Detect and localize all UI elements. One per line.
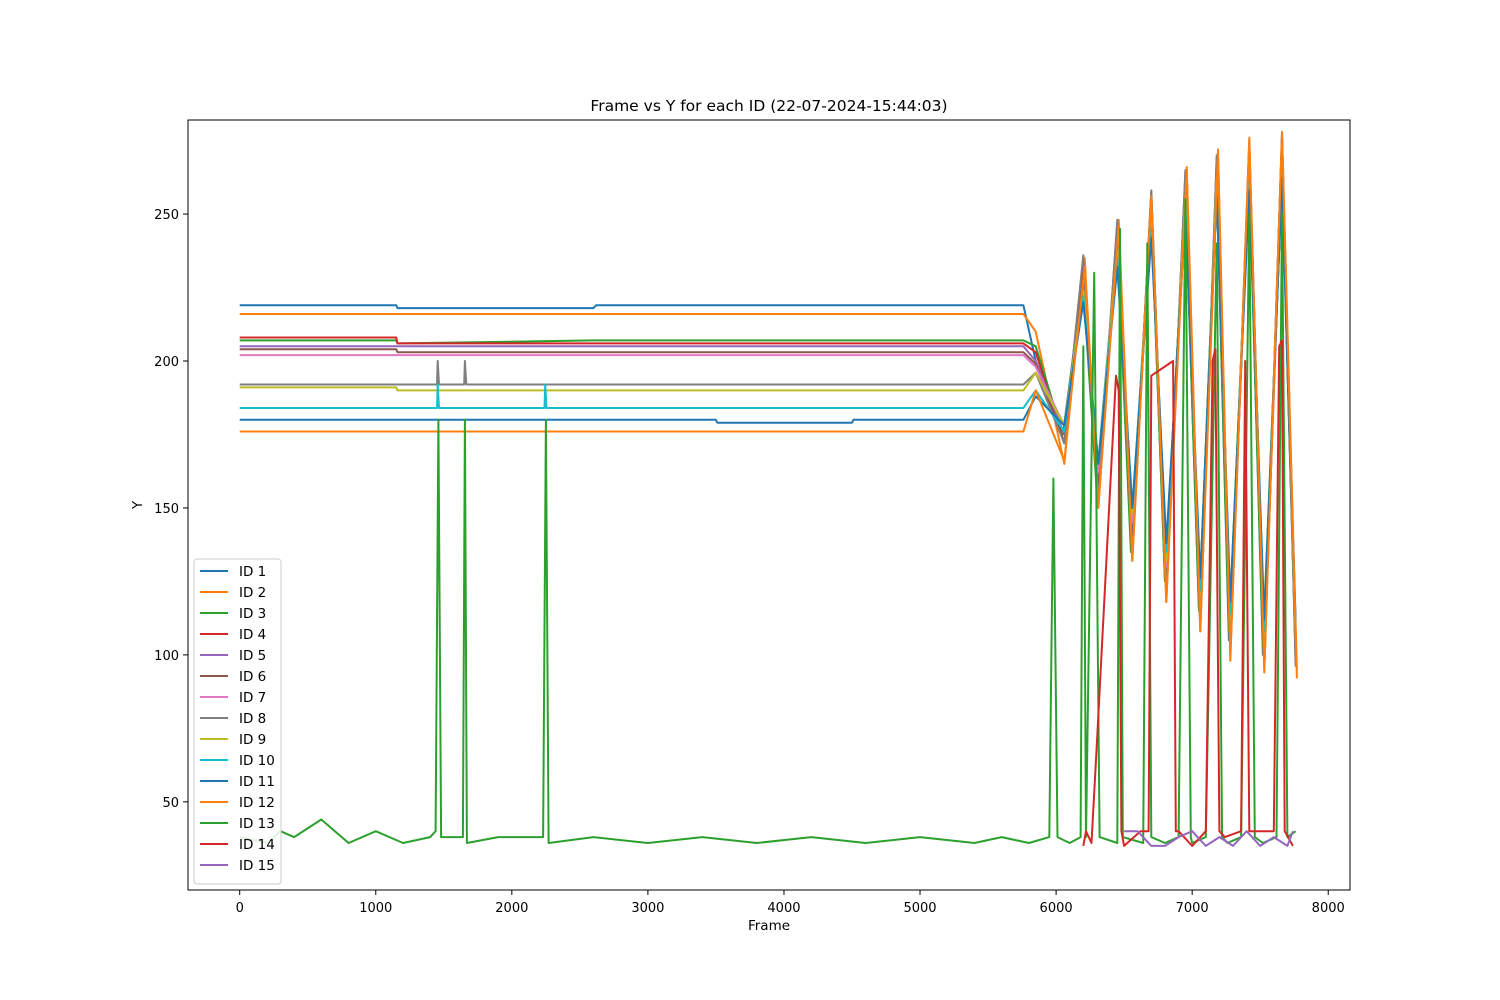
x-tick-label: 3000 bbox=[631, 901, 664, 916]
legend-label: ID 11 bbox=[239, 774, 275, 790]
x-axis-label: Frame bbox=[748, 918, 790, 934]
legend-label: ID 7 bbox=[239, 690, 266, 706]
x-tick-label: 5000 bbox=[903, 901, 936, 916]
legend-label: ID 10 bbox=[239, 753, 275, 769]
legend-label: ID 4 bbox=[239, 627, 266, 643]
x-tick-label: 4000 bbox=[767, 901, 800, 916]
legend-label: ID 8 bbox=[239, 711, 266, 727]
series-layer bbox=[239, 130, 1298, 847]
y-tick-label: 50 bbox=[162, 796, 179, 811]
x-tick-label: 8000 bbox=[1312, 901, 1345, 916]
legend-label: ID 5 bbox=[239, 648, 266, 664]
legend-label: ID 15 bbox=[239, 858, 275, 874]
legend-label: ID 13 bbox=[239, 816, 275, 832]
series-line-13 bbox=[239, 198, 1297, 844]
legend-label: ID 14 bbox=[239, 837, 275, 853]
chart-title: Frame vs Y for each ID (22-07-2024-15:44… bbox=[590, 97, 947, 115]
x-axis-ticks: 0 1000 2000 3000 4000 5000 6000 7000 8000 bbox=[236, 890, 1345, 916]
x-tick-label: 1000 bbox=[359, 901, 392, 916]
y-tick-label: 150 bbox=[154, 502, 179, 517]
y-tick-label: 250 bbox=[154, 208, 179, 223]
x-tick-label: 2000 bbox=[495, 901, 528, 916]
legend: ID 1 ID 2 ID 3 ID 4 ID 5 ID 6 ID 7 ID 8 ID 9 ID 1… bbox=[193, 558, 282, 885]
series-line-14 bbox=[1082, 339, 1294, 847]
x-tick-label: 7000 bbox=[1176, 901, 1209, 916]
legend-box bbox=[193, 558, 282, 885]
y-tick-label: 100 bbox=[154, 649, 179, 664]
series-line-15 bbox=[1124, 830, 1294, 847]
legend-label: ID 12 bbox=[239, 795, 275, 811]
legend-label: ID 3 bbox=[239, 606, 266, 622]
x-tick-label: 6000 bbox=[1040, 901, 1073, 916]
legend-label: ID 1 bbox=[239, 564, 266, 580]
y-axis-ticks: 50 100 150 200 250 bbox=[154, 208, 188, 811]
series-line-12 bbox=[239, 133, 1298, 679]
y-tick-label: 200 bbox=[154, 355, 179, 370]
legend-label: ID 2 bbox=[239, 585, 266, 601]
y-axis-label: Y bbox=[130, 500, 146, 510]
plot-area-frame bbox=[187, 119, 1351, 891]
x-tick-label: 0 bbox=[236, 901, 244, 916]
legend-label: ID 9 bbox=[239, 732, 266, 748]
legend-label: ID 6 bbox=[239, 669, 266, 685]
